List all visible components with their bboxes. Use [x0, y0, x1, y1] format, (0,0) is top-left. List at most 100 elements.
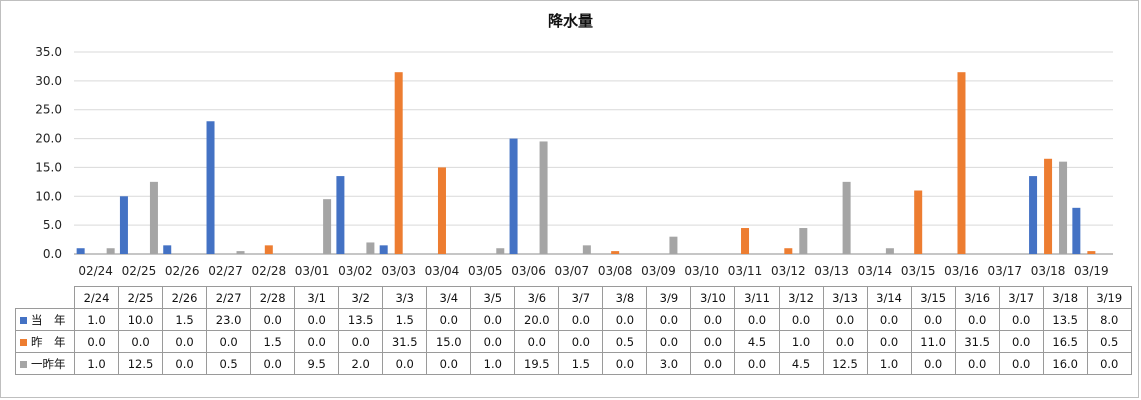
table-cell: 0.0	[470, 308, 516, 331]
bar	[741, 228, 750, 254]
x-tick-label: 03/07	[555, 264, 590, 278]
table-cell: 0.5	[602, 330, 648, 353]
legend-swatch	[20, 316, 27, 324]
table-row: 昨 年 0.0 0.0 0.0 0.0 1.5 0.0 0.0 31.5 15.0 0.0 0.0 0.…	[15, 330, 1132, 353]
bar	[1044, 158, 1053, 254]
table-header-cell: 3/16	[954, 286, 1000, 309]
bar	[842, 181, 851, 254]
bar	[163, 245, 172, 254]
table-header-cell: 3/9	[646, 286, 692, 309]
table-cell: 0.0	[954, 308, 1000, 331]
legend-entry: 一昨年	[15, 352, 75, 375]
table-cell: 0.0	[162, 330, 208, 353]
x-tick-label: 03/03	[381, 264, 416, 278]
chart-plot: 0.0 5.0 10.0 15.0 20.0 25.0 30.0 35.0 02/24 02/25…	[35, 45, 1113, 278]
bar	[539, 141, 548, 254]
x-tick-label: 02/28	[252, 264, 287, 278]
table-header-cell: 3/7	[558, 286, 604, 309]
bar	[206, 121, 215, 254]
x-tick-label: 03/16	[944, 264, 979, 278]
table-header-cell: 3/14	[866, 286, 912, 309]
table-cell: 0.0	[866, 330, 912, 353]
table-header-cell: 3/17	[998, 286, 1044, 309]
table-cell: 19.5	[514, 352, 560, 375]
x-tick-label: 02/25	[122, 264, 157, 278]
bar	[366, 242, 375, 254]
x-tick-label: 03/10	[684, 264, 719, 278]
table-cell: 23.0	[206, 308, 252, 331]
table-header-cell: 3/15	[910, 286, 956, 309]
bar	[957, 72, 966, 254]
table-header-cell: 3/11	[734, 286, 780, 309]
legend-label: 一昨年	[31, 356, 66, 371]
table-header-cell: 3/2	[338, 286, 384, 309]
bar	[149, 181, 158, 254]
table-cell: 0.0	[866, 308, 912, 331]
table-cell: 0.0	[602, 308, 648, 331]
table-cell: 0.0	[338, 330, 384, 353]
table-cell: 13.5	[338, 308, 384, 331]
table-cell: 10.0	[118, 308, 164, 331]
table-cell: 0.0	[514, 330, 560, 353]
table-cell: 8.0	[1086, 308, 1132, 331]
table-cell: 2.0	[338, 352, 384, 375]
table-cell: 1.5	[382, 308, 428, 331]
table-header-cell: 3/12	[778, 286, 824, 309]
table-header-cell: 3/5	[470, 286, 516, 309]
legend-swatch	[20, 338, 27, 346]
table-cell: 16.0	[1042, 352, 1088, 375]
table-cell: 0.0	[250, 308, 296, 331]
x-tick-label: 03/02	[338, 264, 373, 278]
table-cell: 0.0	[646, 330, 692, 353]
table-cell: 1.0	[73, 308, 120, 331]
legend-swatch	[20, 360, 27, 368]
table-cell: 31.5	[382, 330, 428, 353]
table-cell: 15.0	[426, 330, 472, 353]
table-cell: 0.0	[646, 308, 692, 331]
bar	[1072, 207, 1081, 254]
table-header-cell: 2/28	[250, 286, 296, 309]
table-header-cell: 3/6	[514, 286, 560, 309]
table-cell: 0.0	[294, 308, 340, 331]
table-header-cell: 2/26	[162, 286, 208, 309]
table-cell: 0.0	[602, 352, 648, 375]
table-cell: 0.0	[690, 330, 736, 353]
table-cell: 31.5	[954, 330, 1000, 353]
y-tick-label: 15.0	[35, 160, 62, 174]
table-cell: 0.0	[910, 352, 956, 375]
x-tick-label: 03/19	[1074, 264, 1109, 278]
data-table: 2/24 2/25 2/26 2/27 2/28 3/1 3/2 3/3 3/4 3/5 3/6 3/…	[15, 286, 1132, 375]
table-header-cell: 3/19	[1086, 286, 1132, 309]
bar	[799, 228, 808, 254]
table-cell: 20.0	[514, 308, 560, 331]
bar	[885, 248, 894, 254]
table-cell: 0.0	[118, 330, 164, 353]
y-tick-label: 0.0	[43, 247, 62, 261]
table-cell: 16.5	[1042, 330, 1088, 353]
bar	[784, 248, 793, 254]
table-cell: 0.0	[998, 330, 1044, 353]
bar	[437, 167, 446, 254]
bar	[106, 248, 115, 254]
bar	[611, 251, 620, 254]
table-cell: 1.0	[778, 330, 824, 353]
table-cell: 0.0	[734, 308, 780, 331]
x-tick-label: 03/01	[295, 264, 330, 278]
x-tick-label: 03/04	[425, 264, 460, 278]
x-tick-label: 03/17	[987, 264, 1022, 278]
bar	[323, 199, 332, 254]
table-cell: 12.5	[822, 352, 868, 375]
y-tick-label: 5.0	[43, 218, 62, 232]
y-tick-label: 30.0	[35, 74, 62, 88]
table-cell: 0.0	[822, 330, 868, 353]
table-cell: 0.0	[734, 352, 780, 375]
table-cell: 0.0	[998, 352, 1044, 375]
table-cell: 0.0	[426, 352, 472, 375]
table-cell: 0.0	[1086, 352, 1132, 375]
x-tick-label: 03/12	[771, 264, 806, 278]
y-tick-label: 35.0	[35, 45, 62, 59]
table-header-cell: 3/4	[426, 286, 472, 309]
table-cell: 1.5	[558, 352, 604, 375]
bar	[236, 251, 245, 254]
table-cell: 1.0	[73, 352, 120, 375]
